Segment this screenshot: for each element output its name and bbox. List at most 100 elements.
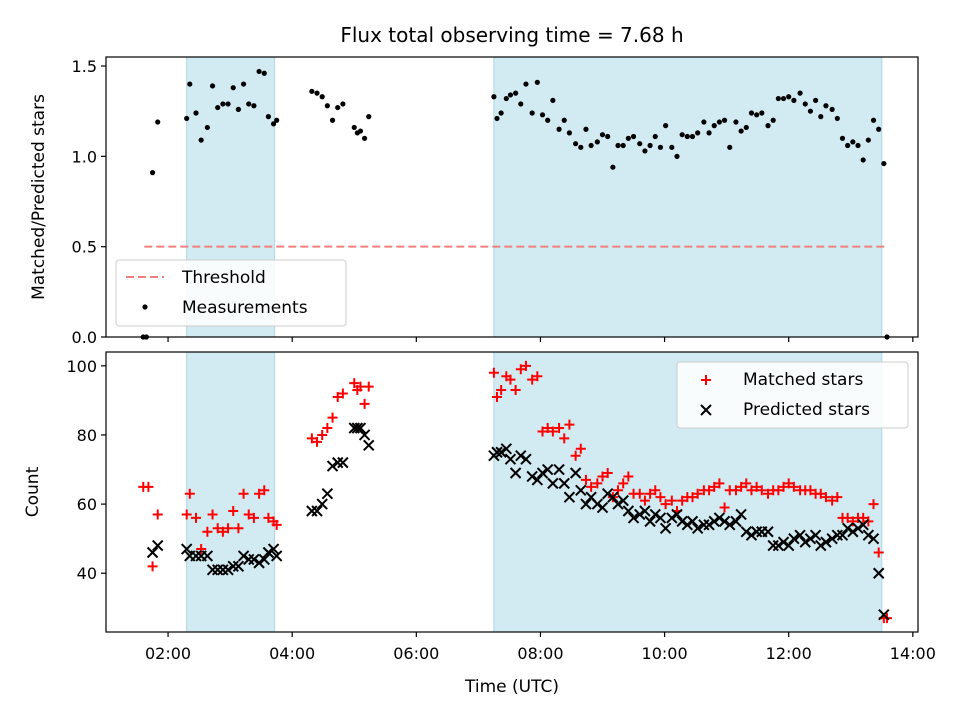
- data-point-predicted: [708, 515, 720, 528]
- data-point-matched: [505, 374, 516, 385]
- data-point-predicted: [867, 532, 880, 545]
- data-point-measurement: [550, 97, 556, 103]
- data-point-matched: [868, 499, 879, 510]
- bottom-x-axis-label: Time (UTC): [464, 677, 559, 697]
- data-point-measurement: [839, 135, 846, 141]
- data-point-measurement: [240, 81, 247, 87]
- data-point-measurement: [523, 81, 529, 87]
- data-point-measurement: [748, 110, 755, 116]
- y-tick-label: 0.5: [72, 238, 97, 257]
- data-point-predicted: [809, 529, 822, 541]
- data-point-predicted: [504, 453, 517, 465]
- data-point-measurement: [786, 94, 792, 100]
- data-point-measurement: [865, 137, 871, 143]
- data-point-measurement: [630, 133, 637, 140]
- data-point-matched: [196, 544, 207, 555]
- data-point-predicted: [363, 439, 375, 452]
- data-point-matched: [820, 492, 831, 503]
- data-point-measurement: [679, 132, 685, 138]
- data-point-matched: [212, 523, 223, 534]
- data-point-measurement: [265, 114, 271, 120]
- y-tick-label: 40: [77, 564, 97, 583]
- data-point-predicted: [826, 532, 838, 545]
- data-point-predicted: [575, 484, 587, 496]
- data-point-measurement: [850, 139, 856, 145]
- data-point-matched: [238, 488, 249, 499]
- data-point-predicted: [836, 529, 849, 541]
- data-point-predicted: [654, 512, 667, 524]
- data-point-predicted: [267, 543, 280, 555]
- data-point-measurement: [235, 106, 242, 112]
- data-point-predicted: [306, 505, 318, 517]
- data-point-measurement: [274, 117, 280, 123]
- data-point-measurement: [566, 130, 573, 136]
- data-point-predicted: [536, 467, 549, 479]
- data-point-predicted: [500, 443, 513, 455]
- data-point-measurement: [319, 94, 325, 100]
- data-point-measurement: [324, 103, 330, 109]
- data-point-matched: [719, 502, 730, 513]
- data-point-measurement: [513, 90, 519, 96]
- data-point-measurement: [791, 97, 797, 103]
- data-point-measurement: [663, 123, 669, 129]
- x-tick-label: 04:00: [269, 644, 315, 663]
- data-point-measurement: [270, 121, 277, 127]
- data-point-matched: [217, 526, 228, 537]
- data-point-predicted: [762, 526, 774, 538]
- data-point-matched: [202, 526, 213, 537]
- data-point-matched: [597, 471, 608, 482]
- data-point-measurement: [834, 115, 840, 122]
- data-point-predicted: [491, 446, 503, 458]
- data-point-measurement: [695, 130, 701, 136]
- data-point-measurement: [491, 94, 497, 100]
- data-point-matched: [709, 481, 720, 492]
- data-point-matched: [741, 478, 752, 489]
- data-point-predicted: [872, 567, 885, 579]
- data-point-matched: [207, 509, 218, 520]
- data-point-predicted: [698, 519, 710, 531]
- data-point-measurement: [657, 144, 664, 150]
- y-tick-label: 100: [66, 357, 97, 376]
- data-point-measurement: [674, 153, 680, 159]
- data-point-predicted: [862, 529, 875, 541]
- data-point-measurement: [507, 92, 514, 98]
- data-point-predicted: [639, 505, 651, 517]
- bottom-y-axis-label: Count: [23, 466, 43, 517]
- x-tick-label: 14:00: [890, 644, 936, 663]
- data-point-predicted: [735, 508, 747, 521]
- data-point-matched: [677, 495, 688, 506]
- data-point-measurement: [193, 110, 199, 116]
- data-point-measurement: [329, 117, 336, 123]
- data-point-measurement: [669, 144, 675, 150]
- data-point-predicted: [852, 522, 864, 535]
- legend-matched-label: Matched stars: [743, 370, 863, 390]
- data-point-matched: [233, 523, 244, 534]
- data-point-measurement: [605, 133, 611, 140]
- data-point-predicted: [831, 529, 844, 541]
- bottom-panel: 40 60 80 100 02:00 04:00 06:00 08:00 10:00 12:00 1…: [66, 351, 936, 663]
- top-panel: 0.0 0.5 1.0 1.5 Threshold Measurements: [72, 56, 919, 347]
- data-point-predicted: [180, 543, 193, 555]
- data-point-matched: [510, 385, 521, 396]
- data-point-matched: [778, 481, 789, 492]
- data-point-matched: [515, 364, 526, 375]
- data-point-predicted: [227, 560, 239, 573]
- data-point-matched: [746, 485, 757, 496]
- data-point-predicted: [691, 522, 704, 535]
- data-point-predicted: [847, 526, 859, 538]
- data-point-measurement: [561, 117, 567, 123]
- data-point-predicted: [878, 609, 890, 621]
- data-point-matched: [639, 495, 650, 506]
- data-point-measurement: [539, 112, 546, 118]
- y-tick-label: 80: [77, 426, 97, 445]
- data-point-measurement: [225, 101, 231, 107]
- data-point-measurement: [684, 133, 690, 140]
- data-point-predicted: [659, 522, 672, 535]
- data-point-matched: [349, 378, 360, 389]
- data-point-predicted: [262, 546, 275, 559]
- data-point-measurement: [594, 139, 600, 145]
- data-point-predicted: [331, 456, 344, 469]
- legend-box: [115, 259, 347, 327]
- data-point-predicted: [703, 519, 715, 531]
- data-point-predicted: [206, 564, 219, 576]
